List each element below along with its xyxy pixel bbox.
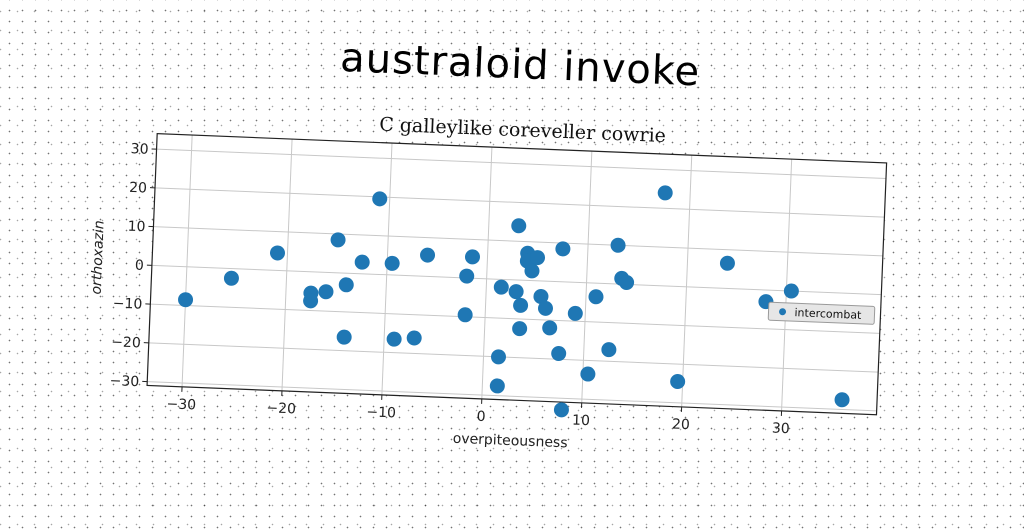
x-tick-label: −20	[266, 400, 296, 417]
x-tick-label: −30	[166, 396, 196, 413]
x-tick-label: −10	[366, 404, 396, 421]
x-tick-label: 30	[772, 421, 790, 438]
y-tick-label: −20	[111, 334, 141, 351]
y-tick-label: 10	[127, 219, 145, 236]
chart-subtitle: C galleylike coreveller cowrie	[379, 114, 666, 147]
x-tick-label: 0	[476, 409, 486, 425]
x-tick-label: 10	[572, 413, 590, 430]
y-tick-label: −10	[112, 296, 142, 313]
y-tick-label: 20	[129, 180, 147, 197]
y-tick-label: 30	[130, 141, 148, 158]
y-tick-label: −30	[109, 373, 139, 390]
plot-area	[147, 134, 887, 415]
y-axis-label: orthoxazin	[89, 220, 108, 295]
data-point	[554, 402, 570, 418]
y-tick-label: 0	[135, 258, 145, 274]
legend-label: intercombat	[794, 306, 862, 322]
x-tick-label: 20	[672, 417, 690, 434]
x-axis-label: overpiteousness	[452, 431, 567, 452]
